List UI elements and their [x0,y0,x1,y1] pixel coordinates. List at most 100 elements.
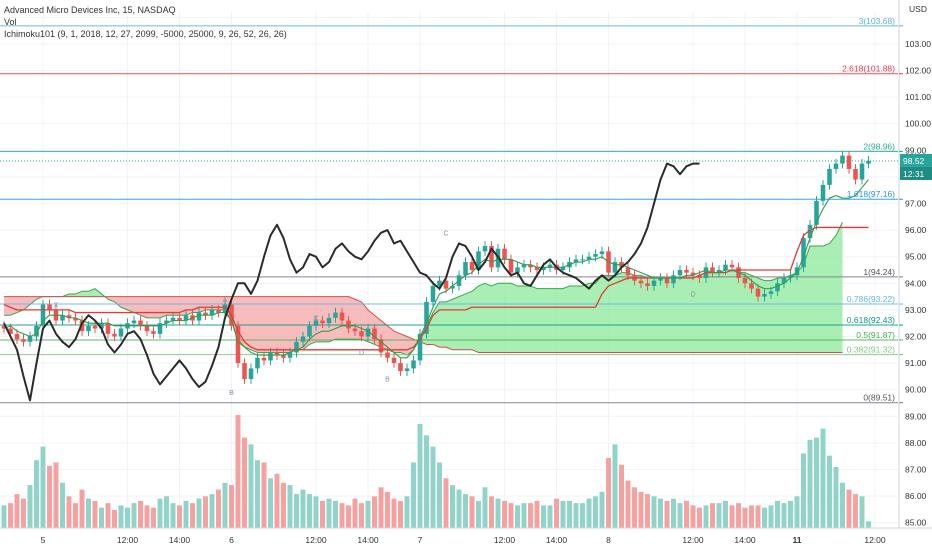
candle-body [508,259,514,273]
candle-body [313,320,319,326]
candle-body [391,357,397,364]
volume-bar [66,496,72,528]
volume-bar [846,489,852,528]
candle-body [684,270,689,273]
volume-bar [339,503,345,528]
ichimoku-cloud-segment [147,296,154,318]
volume-bar [567,500,572,528]
harmonic-pattern-point-label: X [54,302,59,309]
candle-body [846,155,852,169]
volume-bar [411,462,416,528]
ichimoku-cloud-segment [166,296,173,316]
volume-bar [632,487,637,528]
volume-bar [365,500,371,528]
volume-bar [248,444,254,528]
ichimoku-cloud-segment [465,291,472,350]
volume-bar [385,491,390,528]
candle-body [833,163,839,169]
ichimoku-cloud-segment [745,272,752,353]
volume-bar [729,505,735,528]
fib-level-label: 0(89.51) [863,393,895,403]
candle-body [300,336,306,342]
volume-bar [378,487,384,528]
volume-bar [736,503,741,528]
time-tick-label: 12:00 [117,535,139,545]
candle-body [437,280,442,286]
harmonic-pattern-point-label: B [385,377,390,384]
volume-bar [463,494,468,528]
volume-bar [430,446,436,528]
ichimoku-cloud-segment [368,309,375,345]
volume-bar [684,500,689,528]
candle-body [430,285,436,302]
ichimoku-cloud-segment [693,275,700,353]
volume-bar [300,489,306,528]
ichimoku-cloud-segment [114,296,121,308]
last-price-badge[interactable] [900,153,932,167]
countdown-badge[interactable] [900,166,932,180]
volume-bar [768,505,774,528]
candle-body [729,264,735,268]
volume-bar [287,485,293,528]
ichimoku-cloud-segment [615,272,622,353]
price-tick-label: 99.00 [905,145,927,155]
volume-bar [359,503,364,528]
ichimoku-cloud-segment [810,246,817,353]
candle-body [157,323,163,334]
candle-body [196,312,202,321]
ichimoku-cloud-segment [277,296,284,353]
volume-bar [534,500,540,528]
volume-bar [443,478,449,528]
volume-bar [651,496,657,528]
ichimoku-cloud-segment [537,288,544,353]
volume-bar [437,462,442,528]
ichimoku-cloud-segment [478,283,485,353]
price-tick-label: 97.00 [905,199,927,209]
volume-bar [690,505,696,528]
volume-bar [573,503,579,528]
volume-bar [677,503,683,528]
volume-bar [326,498,332,528]
volume-bar [235,415,241,528]
currency-label[interactable]: USD [909,4,927,14]
candle-body [547,264,553,268]
ichimoku-cloud-segment [784,275,791,353]
candle-body [209,309,215,316]
bar-countdown-label[interactable]: 12:31 [903,169,925,179]
candle-body [385,352,390,358]
volume-bar [92,500,98,528]
time-tick-label: 6 [229,535,234,545]
candle-body [502,248,507,260]
volume-bar [859,496,865,528]
candle-body [749,283,754,289]
volume-bar [112,509,117,528]
candle-body [853,168,858,180]
candle-body [99,323,104,329]
ichimoku-cloud-segment [719,272,726,353]
candle-body [840,155,845,164]
volume-bar [346,505,351,528]
volume-bar [274,473,280,528]
last-price-label[interactable]: 98.52 [903,156,925,166]
candle-body [183,315,189,321]
time-tick-label: 14:00 [169,535,191,545]
ichimoku-cloud-segment [270,296,277,353]
volume-bar [866,521,871,528]
chikou-span-line [3,162,700,402]
volume-bar [586,498,592,528]
candle-body [697,275,702,278]
volume-bar [183,500,189,528]
candle-body [287,352,293,358]
candle-body [411,360,416,369]
volume-bar [99,507,104,528]
candle-body [690,272,696,276]
candle-body [27,336,33,342]
volume-bar [170,503,176,528]
time-tick-label: 14:00 [546,535,568,545]
volume-bar [495,498,501,528]
ichimoku-cloud-segment [602,275,609,353]
ichimoku-cloud-segment [673,277,680,353]
candle-body [66,315,72,318]
